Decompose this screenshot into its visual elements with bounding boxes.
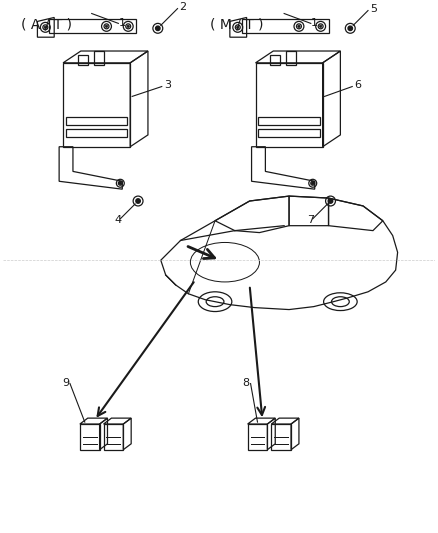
Text: 1: 1 (311, 18, 318, 28)
Text: ( M / T ): ( M / T ) (210, 17, 264, 31)
Text: ( A / T ): ( A / T ) (21, 17, 72, 31)
Circle shape (298, 25, 300, 28)
Text: 4: 4 (115, 215, 122, 225)
Circle shape (44, 26, 46, 28)
Circle shape (119, 182, 121, 184)
Circle shape (127, 25, 129, 28)
Text: 1: 1 (118, 18, 125, 28)
Circle shape (155, 26, 160, 30)
Text: 7: 7 (307, 215, 314, 225)
Text: 9: 9 (62, 377, 69, 387)
Circle shape (348, 26, 353, 30)
Circle shape (105, 25, 108, 28)
Circle shape (237, 26, 239, 28)
Circle shape (136, 199, 140, 203)
Text: 3: 3 (164, 79, 171, 90)
Circle shape (312, 182, 314, 184)
Text: 8: 8 (243, 377, 250, 387)
Text: 2: 2 (180, 2, 187, 12)
Circle shape (319, 25, 322, 28)
Text: 6: 6 (354, 79, 361, 90)
Circle shape (328, 199, 333, 203)
Text: 5: 5 (370, 4, 377, 13)
